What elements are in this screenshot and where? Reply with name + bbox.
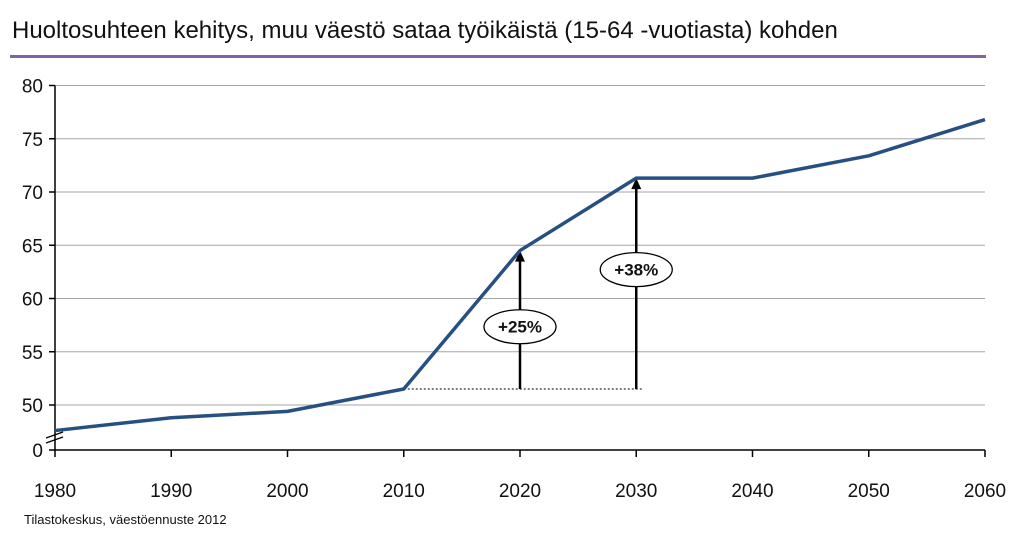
arrow-head-icon [631, 178, 642, 190]
annotation-label: +25% [498, 318, 542, 337]
y-tick-label: 60 [22, 290, 43, 311]
x-tick-label: 1980 [34, 481, 76, 502]
x-tick-label: 1990 [150, 481, 192, 502]
axis-break-icon [45, 431, 64, 444]
y-tick-label: 70 [22, 183, 43, 204]
annotation-label: +38% [614, 261, 658, 280]
y-tick-label: 0 [32, 441, 43, 462]
x-tick-label: 2020 [499, 481, 541, 502]
arrow-head-icon [515, 250, 525, 262]
y-tick-label: 80 [22, 77, 43, 98]
x-tick-label: 2000 [266, 481, 308, 502]
x-tick-label: 2050 [848, 481, 890, 502]
x-tick-label: 2030 [615, 481, 657, 502]
chart-title: Huoltosuhteen kehitys, muu väestö sataa … [12, 17, 838, 44]
y-tick-label: 75 [22, 130, 43, 151]
y-tick-label: 50 [22, 396, 43, 417]
source-note: Tilastokeskus, väestöennuste 2012 [24, 512, 227, 527]
x-tick-label: 2010 [383, 481, 425, 502]
y-tick-label: 55 [22, 343, 43, 364]
x-tick-label: 2040 [731, 481, 773, 502]
y-tick-label: 65 [22, 236, 43, 257]
annotation-bubble [599, 251, 673, 288]
title-rule [10, 55, 986, 58]
annotation-bubble [483, 309, 557, 345]
x-tick-label: 2060 [964, 481, 1006, 502]
